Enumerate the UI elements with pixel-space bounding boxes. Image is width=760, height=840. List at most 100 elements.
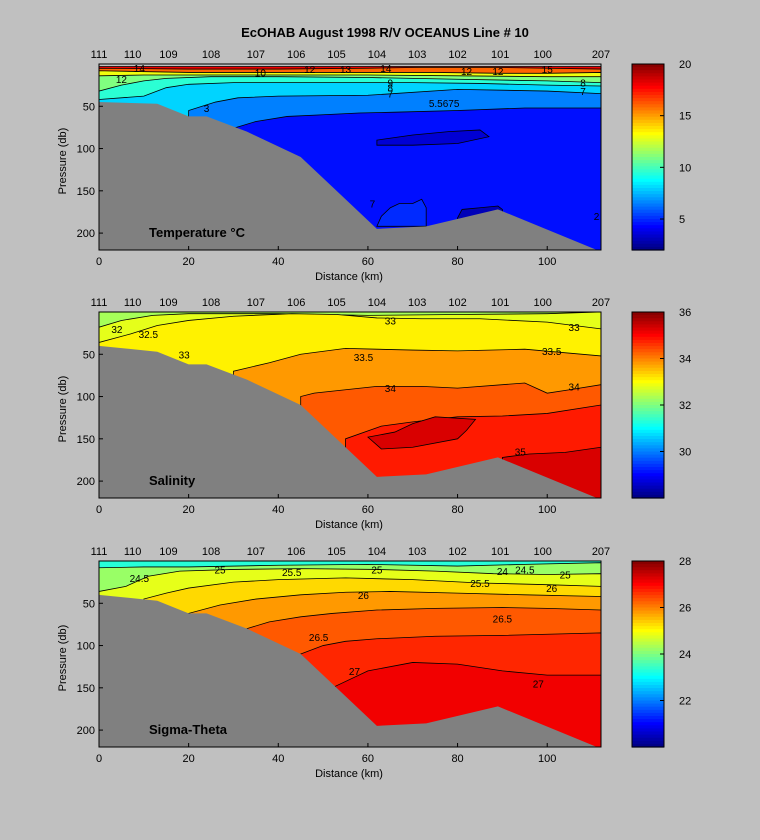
colorbar-step — [632, 343, 664, 347]
contour-label: 33 — [179, 350, 191, 361]
colorbar-step — [632, 312, 664, 316]
station-label: 109 — [159, 49, 177, 61]
panel-label: Sigma-Theta — [149, 722, 228, 737]
x-tick-label: 60 — [362, 504, 374, 516]
y-tick-label: 200 — [77, 476, 95, 488]
colorbar-step — [632, 76, 664, 81]
station-label: 107 — [247, 546, 265, 558]
station-label: 111 — [91, 49, 108, 61]
station-label: 109 — [159, 546, 177, 558]
colorbar-step — [632, 389, 664, 394]
contour-label: 26.5 — [493, 614, 513, 625]
colorbar-step — [632, 330, 664, 335]
colorbar-step — [632, 370, 664, 375]
station-label: 111 — [91, 546, 108, 558]
colorbar-step — [632, 669, 664, 674]
colorbar-step — [632, 592, 664, 596]
contour-label: 12 — [304, 65, 316, 76]
station-label: 105 — [327, 49, 345, 61]
colorbar-step — [632, 426, 664, 431]
colorbar-step — [632, 722, 664, 726]
colorbar-tick-label: 32 — [679, 400, 691, 412]
station-label: 207 — [592, 546, 610, 558]
colorbar-step — [632, 448, 664, 453]
colorbar-step — [632, 231, 664, 236]
station-label: 102 — [448, 297, 466, 309]
colorbar-step — [632, 398, 664, 403]
colorbar-step — [632, 197, 664, 201]
contour-label: 12 — [492, 67, 504, 78]
colorbar-step — [632, 135, 664, 139]
colorbar-step — [632, 82, 664, 87]
y-tick-label: 100 — [77, 144, 95, 156]
colorbar-step — [632, 383, 664, 387]
colorbar-step — [632, 98, 664, 102]
colorbar-step — [632, 691, 664, 695]
colorbar-step — [632, 579, 664, 584]
colorbar-tick-label: 22 — [679, 696, 691, 708]
colorbar-step — [632, 561, 664, 565]
contour-label: 3 — [204, 104, 210, 115]
colorbar-step — [632, 429, 664, 434]
colorbar-step — [632, 436, 664, 440]
colorbar-step — [632, 460, 664, 465]
bathymetry — [99, 594, 597, 747]
colorbar-step — [632, 657, 664, 661]
plot-frame — [98, 311, 602, 499]
colorbar-step — [632, 157, 664, 161]
y-axis-label: Pressure (db) — [57, 625, 69, 692]
station-label: 110 — [124, 49, 142, 61]
colorbar-step — [632, 663, 664, 667]
colorbar-step — [632, 85, 664, 90]
contour-label: 26 — [358, 591, 370, 602]
panel-label: Salinity — [149, 473, 196, 488]
contour-label: 5.5675 — [429, 99, 460, 110]
y-axis-label: Pressure (db) — [57, 128, 69, 195]
x-tick-label: 80 — [451, 753, 463, 765]
x-tick-label: 80 — [451, 504, 463, 516]
contour-label: 25.5 — [470, 579, 490, 590]
colorbar-step — [632, 488, 664, 493]
colorbar-step — [632, 110, 664, 115]
colorbar-step — [632, 188, 664, 192]
colorbar-step — [632, 408, 664, 412]
x-tick-label: 100 — [538, 753, 556, 765]
colorbar-step — [632, 219, 664, 223]
contour-label: 7 — [370, 200, 376, 211]
contour-label: 33 — [385, 316, 397, 327]
colorbar-step — [632, 141, 664, 146]
colorbar-step — [632, 734, 664, 739]
contour-label: 24 — [497, 567, 509, 578]
station-label: 109 — [159, 297, 177, 309]
contour-label: 32.5 — [139, 330, 159, 341]
colorbar-step — [632, 395, 664, 400]
colorbar-step — [632, 367, 664, 372]
colorbar-step — [632, 681, 664, 686]
station-label: 108 — [202, 546, 220, 558]
colorbar-step — [632, 225, 664, 229]
contour-label: 9 — [388, 79, 394, 90]
colorbar-step — [632, 355, 664, 360]
colorbar-step — [632, 88, 664, 93]
x-tick-label: 20 — [183, 504, 195, 516]
x-tick-label: 80 — [451, 256, 463, 268]
colorbar-step — [632, 116, 664, 121]
y-tick-label: 150 — [77, 186, 95, 198]
colorbar: 22 24 26 28 — [631, 556, 691, 748]
colorbar-step — [632, 209, 664, 214]
colorbar-step — [632, 352, 664, 356]
station-label: 102 — [448, 546, 466, 558]
colorbar-step — [632, 601, 664, 605]
x-tick-label: 40 — [272, 504, 284, 516]
colorbar-step — [632, 346, 664, 350]
y-tick-label: 200 — [77, 725, 95, 737]
panel-sigma_theta: 24.5 25 25.5 25 24 24.5 25 25.5 26 26 26.5 26.5 27 27… — [57, 546, 691, 780]
colorbar-step — [632, 70, 664, 74]
colorbar-step — [632, 595, 664, 599]
colorbar-step — [632, 104, 664, 108]
contour-label: 24.5 — [515, 565, 535, 576]
station-label: 207 — [592, 49, 610, 61]
colorbar-step — [632, 582, 664, 587]
colorbar-step — [632, 650, 664, 655]
contour-label: 33 — [569, 323, 581, 334]
